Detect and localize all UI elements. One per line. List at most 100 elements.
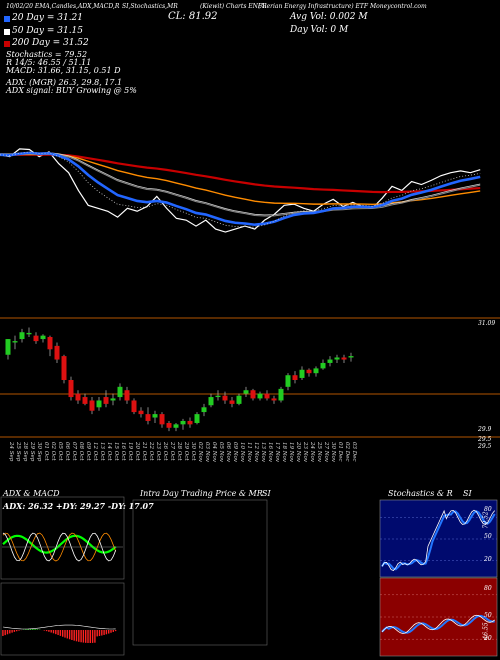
date-label: 13 Nov	[260, 442, 266, 463]
price-label-2: 29.5	[478, 436, 492, 443]
stoch-level-20: 20	[484, 556, 492, 563]
stoch-lines	[380, 509, 497, 571]
adx-panel	[0, 496, 125, 580]
candle-body	[222, 395, 228, 401]
adx-values: ADX: 26.32 +DY: 29.27 -DY: 17.07	[3, 501, 154, 511]
adx-line: ADX: (MGR) 26.3, 29.8, 17.1	[6, 78, 123, 87]
date-label: 30 Sep	[36, 442, 42, 462]
macd-bar	[96, 630, 98, 637]
date-label: 06 Nov	[225, 442, 231, 463]
date-label: 29 Sep	[29, 441, 35, 462]
macd-bar	[94, 630, 96, 643]
date-label: 13 Oct	[99, 442, 105, 461]
macd-bar	[66, 630, 68, 639]
candle-body	[75, 393, 81, 401]
date-label: 17 Nov	[274, 442, 280, 463]
date-axis: 24 Sep 25 Sep 28 Sep 29 Sep 30 Sep 01 Oct 02 O…	[8, 441, 357, 463]
macd-line: MACD: 31.66, 31.15, 0.51 D	[6, 66, 121, 75]
stoch-k-line	[381, 509, 496, 571]
macd-bar	[73, 630, 75, 641]
macd-bar	[36, 629, 39, 630]
candle-body	[26, 332, 32, 335]
candle-body	[194, 414, 200, 423]
stoch-value: Stochastics = 79.52	[6, 50, 88, 59]
candle-body	[124, 390, 130, 401]
macd-bar	[2, 630, 4, 636]
macd-bar	[6, 630, 9, 635]
ema50-swatch	[4, 29, 10, 35]
price-label-top: 31.09	[478, 320, 496, 327]
macd-bar	[11, 630, 13, 633]
r-line	[381, 614, 495, 634]
ema20-swatch	[4, 16, 10, 22]
date-label: 08 Oct	[78, 442, 84, 461]
candle-body	[215, 395, 221, 398]
candle-body	[33, 335, 39, 342]
company: (Alerian Energy Infrastructure) ETF Mone…	[258, 3, 427, 10]
top-line: 10/02/20 EMA,Candles,ADX,MACD,R	[6, 3, 120, 10]
macd-bar	[16, 630, 18, 632]
candle-body	[117, 386, 123, 398]
macd-bar	[18, 630, 20, 631]
date-label: 30 Oct	[190, 442, 196, 461]
symbol: (Kiewit) Charts ENFR	[200, 3, 267, 10]
date-label: 09 Nov	[232, 442, 238, 463]
adx-lines	[2, 532, 123, 562]
macd-bar	[105, 630, 108, 635]
macd-bar	[43, 630, 45, 631]
macd-bar	[89, 630, 91, 643]
candle-body	[159, 414, 165, 425]
macd-bar	[9, 630, 11, 634]
candle-body	[250, 390, 256, 399]
macd-bar	[48, 630, 50, 632]
macd-bar	[34, 629, 36, 630]
ema200-swatch	[4, 41, 10, 47]
date-label: 20 Oct	[134, 441, 140, 461]
adx-title: ADX & MACD	[3, 489, 60, 498]
macd-bar	[112, 630, 114, 632]
date-label: 02 Oct	[50, 442, 56, 461]
r-level-50: 50	[484, 612, 492, 619]
adx-line	[2, 534, 117, 554]
macd-bar	[55, 630, 57, 635]
ema200-line	[0, 153, 481, 194]
macd-bar	[87, 630, 89, 643]
macd-bar	[57, 630, 59, 636]
candle-body	[180, 420, 186, 425]
date-label: 06 Oct	[64, 442, 70, 461]
candle-body	[47, 337, 53, 350]
macd-signal-line	[2, 624, 116, 630]
date-label: 04 Nov	[211, 442, 217, 463]
candles	[5, 327, 354, 432]
date-label: 20 Nov	[295, 441, 301, 463]
date-label: 24 Sep	[8, 441, 14, 462]
date-label: 23 Oct	[155, 441, 161, 461]
candle-body	[306, 369, 312, 374]
stoch-value-label: 79.52	[482, 511, 490, 529]
candle-body	[271, 398, 277, 401]
date-label: 26 Oct	[162, 441, 168, 461]
adx-signal: ADX signal: BUY Growing @ 5%	[6, 86, 137, 95]
candle-body	[61, 356, 67, 380]
date-label: 28 Sep	[22, 441, 28, 462]
candle-body	[131, 400, 137, 413]
date-label: 27 Nov	[323, 441, 329, 463]
candle-body	[208, 397, 214, 406]
candle-body	[327, 359, 333, 363]
price-line	[0, 148, 481, 233]
date-label: 28 Oct	[176, 441, 182, 461]
candle-body	[341, 357, 347, 360]
date-label: 14 Oct	[106, 442, 112, 461]
candle-body	[138, 410, 144, 415]
ema20-line	[0, 151, 481, 227]
date-label: 25 Nov	[316, 441, 322, 463]
macd-bar	[114, 630, 117, 632]
candle-body	[243, 390, 249, 394]
candle-body	[313, 368, 319, 374]
date-label: 10 Nov	[239, 442, 245, 463]
stoch-level-80: 80	[484, 506, 492, 513]
candle-body	[236, 395, 242, 404]
ema-dotted-line	[0, 151, 481, 228]
r-value-label: 46.55	[482, 622, 490, 640]
macd-bar	[71, 630, 73, 641]
